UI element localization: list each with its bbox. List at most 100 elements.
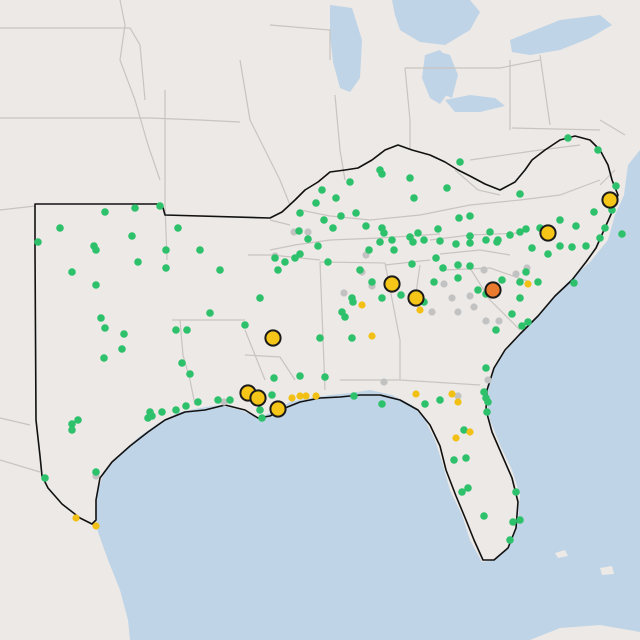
site-marker-ok[interactable] <box>397 291 405 299</box>
site-marker-ok[interactable] <box>408 260 416 268</box>
site-marker-ok[interactable] <box>312 199 320 207</box>
site-marker-ok[interactable] <box>460 426 468 434</box>
site-marker-ok[interactable] <box>68 268 76 276</box>
site-marker-ok[interactable] <box>296 372 304 380</box>
site-marker-ok[interactable] <box>452 240 460 248</box>
site-marker-inactive[interactable] <box>304 228 312 236</box>
site-marker-ok[interactable] <box>494 236 502 244</box>
site-marker-ok[interactable] <box>601 224 609 232</box>
site-marker-ok[interactable] <box>172 406 180 414</box>
site-marker-ok[interactable] <box>329 224 337 232</box>
site-marker-small-warning[interactable] <box>466 428 474 436</box>
site-marker-ok[interactable] <box>462 454 470 462</box>
site-marker-ok[interactable] <box>482 364 490 372</box>
site-marker-ok[interactable] <box>376 238 384 246</box>
site-marker-small-warning[interactable] <box>452 434 460 442</box>
site-marker-small-warning[interactable] <box>524 280 532 288</box>
site-marker-inactive[interactable] <box>512 270 520 278</box>
site-marker-ok[interactable] <box>92 246 100 254</box>
site-marker-ok[interactable] <box>421 400 429 408</box>
site-marker-ok[interactable] <box>544 250 552 258</box>
site-marker-ok[interactable] <box>100 354 108 362</box>
site-marker-small-warning[interactable] <box>368 332 376 340</box>
site-marker-inactive[interactable] <box>482 317 490 325</box>
site-marker-ok[interactable] <box>274 266 282 274</box>
site-marker-ok[interactable] <box>158 408 166 416</box>
site-marker-ok[interactable] <box>390 246 398 254</box>
site-marker-ok[interactable] <box>432 254 440 262</box>
site-marker-ok[interactable] <box>480 512 488 520</box>
site-marker-ok[interactable] <box>206 309 214 317</box>
site-marker-ok[interactable] <box>516 228 524 236</box>
site-marker-inactive[interactable] <box>495 317 503 325</box>
site-marker-ok[interactable] <box>522 225 530 233</box>
site-marker-ok[interactable] <box>270 374 278 382</box>
site-marker-ok[interactable] <box>455 214 463 222</box>
site-marker-ok[interactable] <box>568 243 576 251</box>
site-marker-ok[interactable] <box>101 208 109 216</box>
site-marker-warning[interactable] <box>249 389 267 407</box>
site-marker-ok[interactable] <box>226 396 234 404</box>
site-marker-ok[interactable] <box>92 281 100 289</box>
site-marker-small-warning[interactable] <box>288 394 296 402</box>
site-marker-ok[interactable] <box>352 209 360 217</box>
site-marker-ok[interactable] <box>56 224 64 232</box>
site-marker-ok[interactable] <box>506 231 514 239</box>
site-marker-inactive[interactable] <box>440 280 448 288</box>
site-marker-ok[interactable] <box>436 237 444 245</box>
site-marker-ok[interactable] <box>483 408 491 416</box>
site-marker-inactive[interactable] <box>470 303 478 311</box>
site-marker-inactive[interactable] <box>220 398 228 406</box>
site-marker-ok[interactable] <box>162 264 170 272</box>
site-marker-ok[interactable] <box>458 488 466 496</box>
site-marker-ok[interactable] <box>324 258 332 266</box>
site-marker-ok[interactable] <box>296 250 304 258</box>
site-marker-ok[interactable] <box>434 225 442 233</box>
site-marker-warning[interactable] <box>407 289 425 307</box>
site-marker-ok[interactable] <box>612 182 620 190</box>
site-marker-ok[interactable] <box>365 246 373 254</box>
site-marker-ok[interactable] <box>320 216 328 224</box>
site-marker-ok[interactable] <box>388 236 396 244</box>
site-marker-ok[interactable] <box>304 235 312 243</box>
site-marker-ok[interactable] <box>172 326 180 334</box>
site-marker-ok[interactable] <box>464 484 472 492</box>
site-marker-inactive[interactable] <box>428 308 436 316</box>
site-marker-ok[interactable] <box>178 359 186 367</box>
site-marker-ok[interactable] <box>34 238 42 246</box>
site-marker-ok[interactable] <box>281 258 289 266</box>
site-marker-ok[interactable] <box>439 264 447 272</box>
site-marker-ok[interactable] <box>450 456 458 464</box>
site-marker-ok[interactable] <box>466 262 474 270</box>
site-marker-ok[interactable] <box>618 230 626 238</box>
site-marker-ok[interactable] <box>436 396 444 404</box>
site-marker-alert[interactable] <box>484 281 502 299</box>
site-marker-ok[interactable] <box>120 330 128 338</box>
site-marker-ok[interactable] <box>454 261 462 269</box>
site-marker-ok[interactable] <box>241 321 249 329</box>
site-marker-ok[interactable] <box>156 202 164 210</box>
site-marker-ok[interactable] <box>101 324 109 332</box>
site-marker-ok[interactable] <box>518 322 526 330</box>
site-marker-small-warning[interactable] <box>412 390 420 398</box>
site-marker-ok[interactable] <box>321 373 329 381</box>
site-marker-ok[interactable] <box>186 370 194 378</box>
site-marker-small-warning[interactable] <box>92 522 100 530</box>
site-marker-small-warning[interactable] <box>454 398 462 406</box>
site-marker-ok[interactable] <box>430 278 438 286</box>
site-marker-warning[interactable] <box>601 191 619 209</box>
site-marker-ok[interactable] <box>182 402 190 410</box>
site-marker-ok[interactable] <box>196 246 204 254</box>
site-marker-ok[interactable] <box>378 294 386 302</box>
site-marker-ok[interactable] <box>118 345 126 353</box>
site-marker-ok[interactable] <box>590 208 598 216</box>
site-marker-ok[interactable] <box>516 516 524 524</box>
site-marker-ok[interactable] <box>564 134 572 142</box>
site-marker-ok[interactable] <box>337 212 345 220</box>
site-marker-warning[interactable] <box>539 224 557 242</box>
site-marker-ok[interactable] <box>68 426 76 434</box>
site-marker-ok[interactable] <box>516 294 524 302</box>
site-marker-ok[interactable] <box>128 232 136 240</box>
site-marker-ok[interactable] <box>256 294 264 302</box>
site-marker-ok[interactable] <box>466 232 474 240</box>
